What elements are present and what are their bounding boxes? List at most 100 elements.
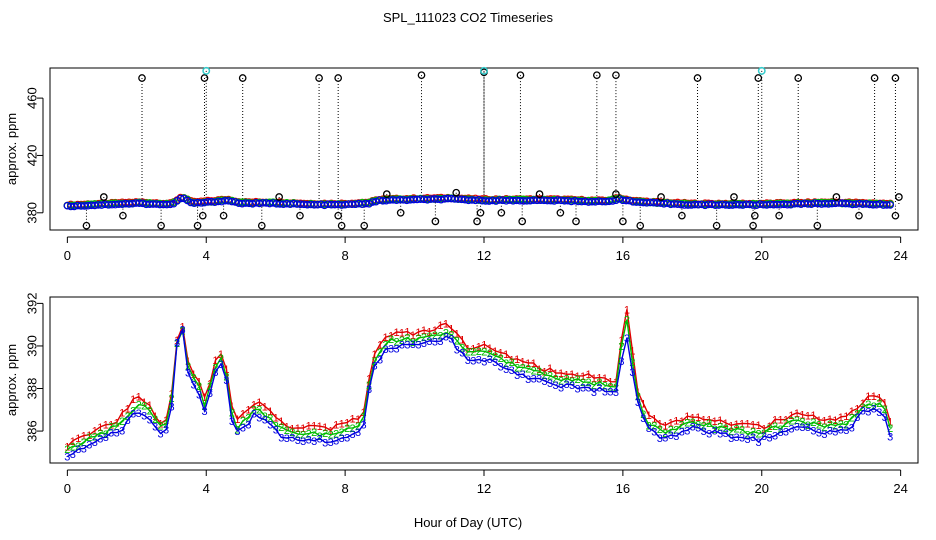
series-marker-1: 1 [328, 425, 334, 437]
series-marker-2: 2 [739, 425, 745, 437]
series-marker-1: 1 [443, 318, 449, 330]
series-marker-1: 1 [788, 410, 794, 422]
series-marker-1: 1 [152, 411, 158, 423]
series-marker-2: 2 [322, 428, 328, 440]
continuous-point [368, 198, 377, 206]
series-marker-2: 2 [734, 424, 740, 436]
continuous-point [622, 196, 631, 205]
flagged-point [678, 211, 686, 220]
series-marker-3: 3 [125, 415, 131, 427]
series-marker-2: 2 [662, 428, 668, 440]
series-marker-1: 1 [646, 410, 652, 422]
series-marker-3: 3 [487, 354, 493, 366]
series-marker-3: 3 [190, 379, 196, 391]
series-marker-3: 3 [218, 359, 224, 371]
series-marker-3: 3 [289, 432, 295, 444]
series-marker-2: 2 [766, 423, 772, 435]
series-marker-1: 1 [459, 335, 465, 347]
flagged-point [157, 221, 165, 230]
series-marker-2: 2 [344, 423, 350, 435]
series-marker-1: 1 [580, 371, 586, 383]
flagged-point [82, 221, 91, 230]
series-marker-2: 2 [284, 425, 290, 437]
flagged-point [612, 71, 620, 80]
series-marker-2: 2 [295, 429, 301, 441]
series-marker-2: 2 [421, 332, 427, 344]
series-marker-3: 3 [843, 425, 849, 437]
series-marker-2: 2 [130, 405, 136, 417]
series-marker-3: 3 [262, 415, 268, 427]
series-marker-2: 2 [201, 401, 207, 413]
series-marker-1: 1 [509, 354, 515, 366]
series-marker-3: 3 [591, 387, 597, 399]
flagged-point [556, 208, 565, 217]
series-marker-2: 2 [629, 357, 635, 369]
series-marker-2: 2 [690, 417, 696, 429]
series-marker-2: 2 [119, 416, 125, 428]
series-marker-1: 1 [701, 415, 707, 427]
series-marker-3: 3 [454, 345, 460, 357]
series-marker-2: 2 [437, 330, 443, 342]
series-marker-2: 2 [788, 416, 794, 428]
series-marker-2: 2 [75, 441, 81, 453]
series-marker-2: 2 [673, 424, 679, 436]
flagged-point [396, 208, 405, 217]
series-marker-2: 2 [245, 412, 251, 424]
flagged-point [535, 190, 544, 199]
series-marker-3: 3 [322, 437, 328, 449]
series-marker-1: 1 [498, 348, 504, 360]
series-marker-1: 1 [201, 392, 207, 404]
flagged-point [315, 74, 323, 82]
series-marker-2: 2 [240, 416, 246, 428]
series-marker-1: 1 [679, 416, 685, 428]
series-marker-2: 2 [860, 402, 866, 414]
series-marker-3: 3 [333, 436, 339, 448]
series-marker-3: 3 [404, 340, 410, 352]
series-marker-1: 1 [816, 415, 822, 427]
flagged-point [296, 211, 304, 220]
series-marker-1: 1 [827, 414, 833, 426]
series-marker-1: 1 [734, 419, 740, 431]
series-marker-1: 1 [410, 330, 416, 342]
bottom-panel: approx. ppm 1 1 1 1 1 1 1 1 1 11 11 1 1 111 1111111111… [4, 293, 919, 496]
series-marker-2: 2 [706, 418, 712, 430]
series-marker-3: 3 [723, 428, 729, 440]
series-marker-3: 3 [542, 376, 548, 388]
series-marker-3: 3 [103, 432, 109, 444]
series-marker-2: 2 [273, 420, 279, 432]
series-marker-2: 2 [103, 429, 109, 441]
series-marker-2: 2 [229, 408, 235, 420]
series-marker-2: 2 [136, 400, 142, 412]
series-marker-3: 3 [355, 427, 361, 439]
continuous-point [786, 200, 795, 209]
series-marker-3: 3 [465, 355, 471, 367]
series-marker-3: 3 [734, 432, 740, 444]
series-marker-2: 2 [300, 429, 306, 441]
series-marker-2: 2 [531, 365, 537, 377]
series-marker-2: 2 [86, 432, 92, 444]
series-marker-1: 1 [141, 397, 147, 409]
series-marker-3: 3 [328, 437, 334, 449]
series-marker-2: 2 [355, 421, 361, 433]
series-marker-3: 3 [141, 410, 147, 422]
flagged-point [417, 71, 426, 80]
continuous-point [224, 197, 233, 205]
series-marker-3: 3 [739, 433, 745, 445]
series-marker-3: 3 [618, 356, 624, 368]
series-marker-3: 3 [684, 425, 690, 437]
flagged-point [219, 211, 228, 220]
series-marker-3: 3 [366, 384, 372, 396]
series-marker-2: 2 [564, 374, 570, 386]
series-marker-1: 1 [81, 431, 87, 443]
series-marker-1: 1 [448, 324, 454, 336]
series-marker-3: 3 [426, 336, 432, 348]
series-marker-1: 1 [262, 401, 268, 413]
series-marker-3: 3 [701, 426, 707, 438]
series-marker-1: 1 [772, 414, 778, 426]
series-marker-1: 1 [739, 418, 745, 430]
series-marker-3: 3 [179, 324, 185, 336]
continuous-point [625, 196, 634, 205]
flagged-point [497, 208, 506, 217]
series-marker-2: 2 [465, 347, 471, 359]
series-marker-3: 3 [459, 348, 465, 360]
